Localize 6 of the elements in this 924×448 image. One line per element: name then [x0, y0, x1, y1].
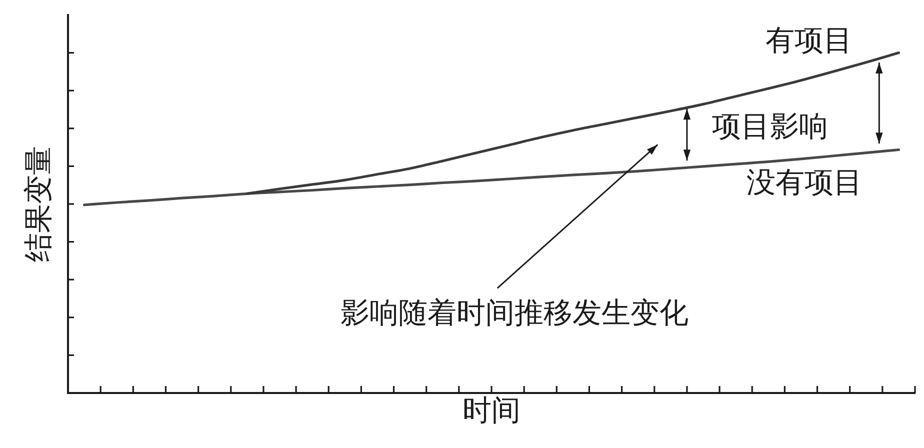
series-label: 没有项目 [746, 164, 863, 199]
x-axis-title: 时间 [462, 393, 520, 428]
annotation: 项目影响 [712, 109, 828, 144]
annotation: 影响随着时间推移发生变化 [340, 296, 688, 330]
y-axis-title: 结果变量 [20, 146, 55, 262]
series-label: 有项目 [766, 22, 853, 57]
